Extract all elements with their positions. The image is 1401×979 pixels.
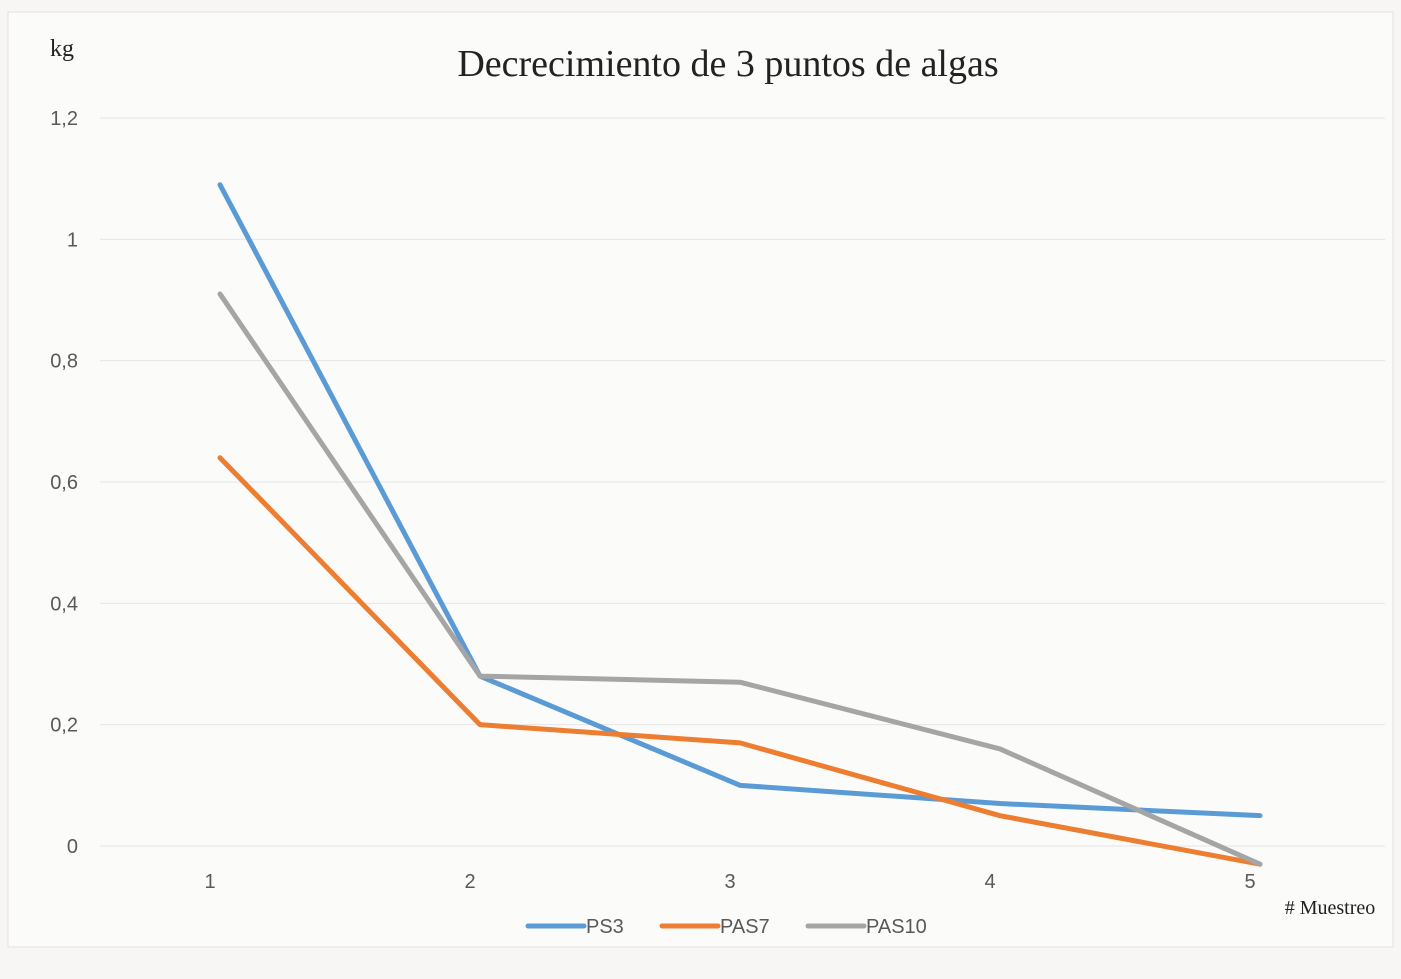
x-tick-label: 2 [464,871,475,893]
legend-label: PAS10 [866,916,927,938]
y-axis-label: kg [50,36,74,62]
x-tick-label: 5 [1244,871,1255,893]
y-tick-label: 0,6 [50,472,78,494]
y-tick-label: 0,4 [50,593,78,615]
legend: PS3 PAS7 PAS10 [525,916,927,938]
series-lines [217,182,1263,867]
y-tick-label: 0,2 [50,715,78,737]
chart-frame [7,11,1394,948]
x-tick-label: 1 [204,871,215,893]
legend-item-pas7: PAS7 [659,916,770,938]
x-axis-label: # Muestreo [1285,897,1376,919]
legend-item-ps3: PS3 [525,916,624,938]
y-tick-label: 1,2 [50,108,78,130]
y-tick-label: 1 [67,229,78,251]
y-tick-labels: 0 0,2 0,4 0,6 0,8 1 1,2 [50,108,78,858]
x-tick-label: 4 [984,871,995,893]
x-tick-label: 3 [724,871,735,893]
y-tick-label: 0 [67,836,78,858]
legend-label: PAS7 [720,916,770,938]
legend-item-pas10: PAS10 [805,916,927,938]
legend-label: PS3 [586,916,624,938]
y-tick-label: 0,8 [50,351,78,373]
x-tick-labels: 1 2 3 4 5 [204,871,1255,893]
chart-title: Decrecimiento de 3 puntos de algas [457,43,998,85]
